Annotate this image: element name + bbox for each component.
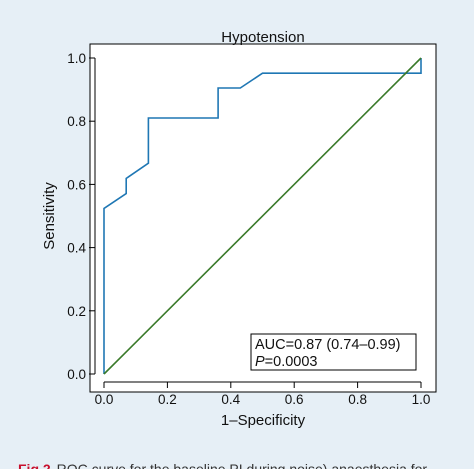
x-axis: 0.0 0.2 0.4 0.6 0.8 1.0 (95, 381, 431, 407)
x-axis-title: 1–Specificity (221, 412, 306, 429)
y-tick-label: 0.6 (67, 177, 86, 192)
x-tick-label: 0.0 (95, 392, 114, 407)
roc-curve-line (103, 58, 422, 374)
x-tick-label: 0.8 (348, 392, 367, 407)
p-value: =0.0003 (265, 354, 318, 370)
y-tick-label: 0.0 (67, 367, 86, 382)
auc-annotation: AUC=0.87 (0.74–0.99) P=0.0003 (250, 333, 417, 371)
x-tick-label: 0.2 (158, 392, 177, 407)
figure-caption: Fig 2 ROC curve for the baseline PI durin… (0, 455, 474, 469)
x-tick-label: 0.6 (285, 392, 304, 407)
y-axis-title: Sensitivity (41, 182, 58, 250)
y-tick-label: 1.0 (67, 51, 86, 66)
chart-title: Hypotension (221, 29, 304, 46)
p-label: P (255, 354, 265, 370)
caption-label: Fig 2 (18, 461, 51, 469)
series-layer (103, 57, 422, 375)
y-tick-label: 0.4 (67, 241, 86, 256)
caption-text: ROC curve for the baseline PI during noi… (56, 461, 428, 469)
y-tick-label: 0.8 (67, 114, 86, 129)
p-value-text: P=0.0003 (255, 354, 318, 370)
caption-line: Fig 2 ROC curve for the baseline PI durin… (18, 461, 427, 469)
y-axis: 0.0 0.2 0.4 0.6 0.8 1.0 (67, 51, 96, 382)
annotation-box (250, 333, 417, 371)
reference-diagonal-line (103, 57, 422, 375)
y-tick-label: 0.2 (67, 304, 86, 319)
x-tick-label: 1.0 (412, 392, 431, 407)
x-tick-label: 0.4 (221, 392, 240, 407)
roc-chart: Hypotension 0.0 0.2 0.4 0.6 0.8 1.0 0.0 0.2 0.4… (41, 29, 437, 429)
auc-text: AUC=0.87 (0.74–0.99) (255, 337, 401, 353)
